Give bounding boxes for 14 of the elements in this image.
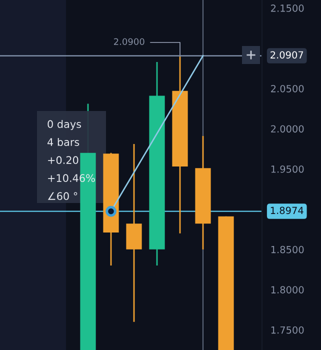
y-tick-label: 2.0500: [271, 84, 304, 92]
y-tick-label: 2.0000: [271, 125, 304, 133]
annotation: ∠60 °: [48, 192, 78, 200]
y-tick-label: 1.7500: [271, 326, 304, 334]
annotation: +0.20: [48, 156, 78, 164]
annotation: 4 bars: [48, 138, 80, 146]
y-tick-label: 1.8500: [271, 246, 304, 254]
annotation: 0 days: [48, 120, 82, 130]
annotation: 2.0900: [114, 38, 144, 46]
ref-line-label: 1.8974: [270, 206, 304, 214]
y-tick-label: 2.1500: [271, 4, 304, 12]
ref-line-label: 2.0907: [270, 51, 304, 59]
y-tick-label: 1.9500: [271, 165, 304, 173]
y-tick-label: 1.8000: [271, 286, 304, 294]
